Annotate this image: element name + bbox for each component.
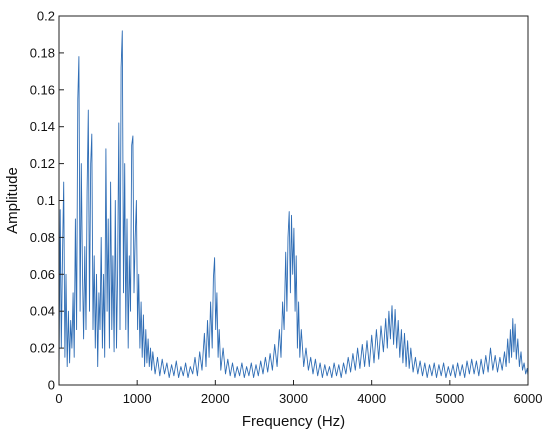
y-axis-ticks: 0 0.02 0.04 0.06 0.08 0.1 0.12 0.14 0.16 0.18 0.2 — [30, 9, 64, 393]
y-tick-label: 0.08 — [30, 230, 55, 245]
series-layer — [58, 30, 529, 379]
plot-area-background — [59, 16, 528, 385]
x-tick-label: 2000 — [201, 391, 230, 406]
y-tick-label: 0.2 — [37, 9, 55, 24]
x-tick-label: 1000 — [123, 391, 152, 406]
y-axis-label: Amplitude — [4, 167, 21, 234]
x-tick-label: 0 — [55, 391, 62, 406]
y-tick-label: 0.06 — [30, 267, 55, 282]
y-tick-label: 0.04 — [30, 304, 55, 319]
y-tick-label: 0.18 — [30, 45, 55, 60]
y-tick-label: 0.12 — [30, 156, 55, 171]
series-line-1 — [58, 30, 529, 379]
y-tick-label: 0.16 — [30, 82, 55, 97]
x-tick-label: 5000 — [435, 391, 464, 406]
y-tick-label: 0.1 — [37, 193, 55, 208]
x-tick-label: 3000 — [279, 391, 308, 406]
y-tick-label: 0.14 — [30, 119, 55, 134]
x-axis-ticks: 0 1000 2000 3000 4000 5000 6000 — [55, 380, 542, 406]
y-tick-label: 0.02 — [30, 341, 55, 356]
x-tick-label: 4000 — [357, 391, 386, 406]
x-axis-label: Frequency (Hz) — [242, 413, 345, 430]
y-tick-label: 0 — [48, 378, 55, 393]
x-tick-label: 6000 — [514, 391, 543, 406]
